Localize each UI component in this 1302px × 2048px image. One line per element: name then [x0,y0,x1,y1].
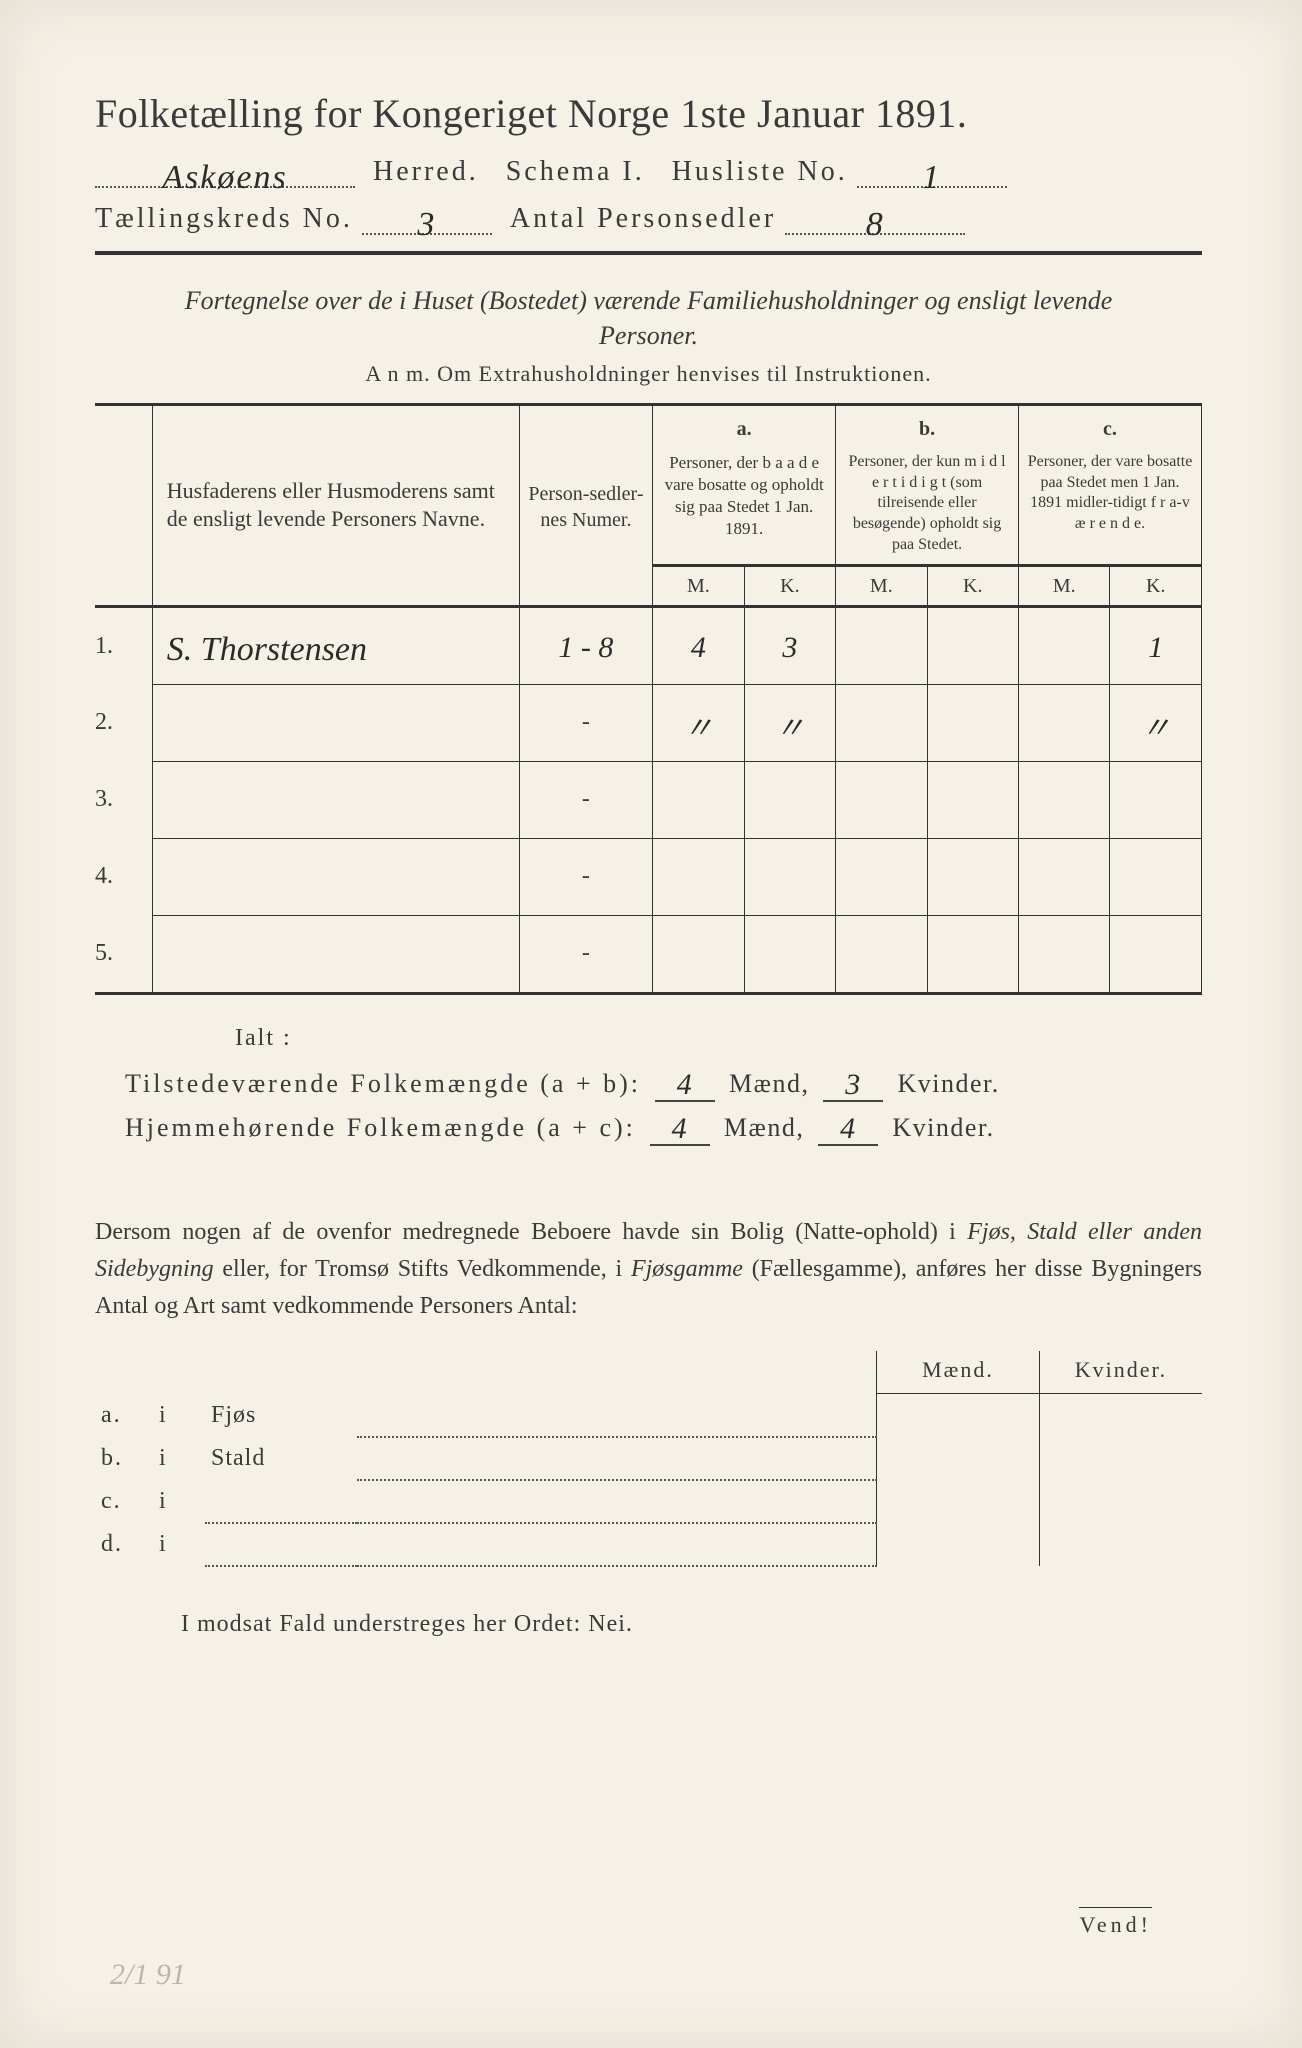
divider [95,251,1202,255]
bldg-row: c. i [95,1480,1202,1523]
row-am: 4 [691,631,706,664]
table-row: 2. - 〃 〃 〃 [95,684,1202,761]
antal-label: Antal Personsedler [510,203,776,234]
row-ck: 1 [1148,631,1163,664]
table-row: 3. - [95,761,1202,838]
row-name: S. Thorstensen [167,631,367,668]
herred-value: Askøens [162,159,287,196]
kvinder-label: Kvinder. [892,1113,994,1142]
bldg-row-i: i [153,1394,205,1437]
bldg-row-i: i [153,1523,205,1566]
maend-label: Mænd, [724,1113,804,1142]
bldg-row: b. i Stald [95,1437,1202,1480]
building-table: Mænd. Kvinder. a. i Fjøs b. i Stald c. i… [95,1351,1202,1567]
herred-label: Herred. [373,156,479,187]
nei-line: I modsat Fald understreges her Ordet: Ne… [181,1611,1202,1638]
total-present: Tilstedeværende Folkemængde (a + b): 4 M… [125,1066,1202,1102]
total-present-label: Tilstedeværende Folkemængde (a + b): [125,1069,641,1098]
row-am: 〃 [683,712,713,745]
maend-label: Mænd, [729,1069,809,1098]
row-number: 5. [95,915,152,993]
page-title: Folketælling for Kongeriget Norge 1ste J… [95,90,1202,137]
col-c-header: Personer, der vare bosatte paa Stedet me… [1028,453,1193,532]
row-numer: - [582,940,590,966]
total-present-m: 4 [677,1068,694,1101]
col-a-top: a. [737,418,752,440]
bldg-kvinder-header: Kvinder. [1040,1351,1203,1394]
col-a-k: K. [744,565,835,606]
antal-value: 8 [866,206,885,243]
table-row: 5. - [95,915,1202,993]
total-resident-label: Hjemmehørende Folkemængde (a + c): [125,1113,636,1142]
anm-note: A n m. Om Extrahusholdninger henvises ti… [95,361,1202,387]
col-a-m: M. [653,565,744,606]
bldg-row-i: i [153,1437,205,1480]
col-numer-header: Person-sedler-nes Numer. [528,483,643,531]
subtitle: Fortegnelse over de i Huset (Bostedet) v… [135,283,1162,353]
kvinder-label: Kvinder. [897,1069,999,1098]
bldg-row: a. i Fjøs [95,1394,1202,1437]
bldg-row-label: d. [95,1523,153,1566]
row-number: 2. [95,684,152,761]
header-line-1: Askøens Herred. Schema I. Husliste No. 1 [95,155,1202,188]
household-table: Husfaderens eller Husmoderens samt de en… [95,403,1202,995]
bldg-row-label: a. [95,1394,153,1437]
bldg-row-type: Fjøs [205,1394,357,1437]
col-a-header: Personer, der b a a d e vare bosatte og … [665,453,824,538]
husliste-label: Husliste No. [672,156,848,187]
building-paragraph: Dersom nogen af de ovenfor medregnede Be… [95,1214,1202,1326]
kreds-value: 3 [417,206,436,243]
ialt-label: Ialt : [235,1025,1202,1052]
table-row: 4. - [95,838,1202,915]
row-numer: - [582,863,590,889]
bldg-row-type: Stald [205,1437,357,1480]
col-c-m: M. [1019,565,1110,606]
bldg-row: d. i [95,1523,1202,1566]
bldg-maend-header: Mænd. [877,1351,1040,1394]
bldg-row-label: c. [95,1480,153,1523]
col-c-top: c. [1103,418,1117,440]
row-number: 1. [95,606,152,684]
total-resident-k: 4 [840,1112,857,1145]
col-name-header: Husfaderens eller Husmoderens samt de en… [167,478,495,532]
total-resident-m: 4 [672,1112,689,1145]
col-b-k: K. [927,565,1018,606]
col-b-top: b. [919,418,935,440]
table-row: 1. S. Thorstensen 1 - 8 4 3 1 [95,606,1202,684]
total-present-k: 3 [845,1068,862,1101]
row-numer: - [582,786,590,812]
row-number: 4. [95,838,152,915]
col-b-header: Personer, der kun m i d l e r t i d i g … [848,453,1005,553]
vend-label: Vend! [1079,1907,1152,1938]
total-resident: Hjemmehørende Folkemængde (a + c): 4 Mæn… [125,1110,1202,1146]
schema-label: Schema I. [506,156,645,187]
bldg-row-i: i [153,1480,205,1523]
col-c-k: K. [1110,565,1202,606]
row-ak: 3 [782,631,797,664]
row-ak: 〃 [775,712,805,745]
row-ck: 〃 [1141,712,1171,745]
bldg-row-label: b. [95,1437,153,1480]
husliste-value: 1 [922,159,941,196]
row-numer: - [582,709,590,735]
header-line-2: Tællingskreds No. 3 Antal Personsedler 8 [95,202,1202,235]
row-number: 3. [95,761,152,838]
kreds-label: Tællingskreds No. [95,203,353,234]
col-b-m: M. [836,565,927,606]
row-numer: 1 - 8 [558,631,613,664]
footer-handwriting: 2/1 91 [110,1958,186,1992]
